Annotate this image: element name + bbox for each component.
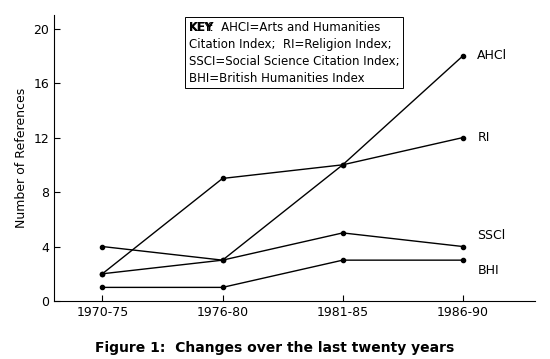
Text: KEY: KEY bbox=[189, 21, 214, 34]
Text: Figure 1:  Changes over the last twenty years: Figure 1: Changes over the last twenty y… bbox=[95, 341, 455, 355]
Text: KEY:  AHCI=Arts and Humanities
Citation Index;  RI=Religion Index;
SSCI=Social S: KEY: AHCI=Arts and Humanities Citation I… bbox=[189, 21, 399, 85]
Y-axis label: Number of References: Number of References bbox=[15, 88, 28, 228]
Text: SSCl: SSCl bbox=[477, 229, 505, 242]
Text: RI: RI bbox=[477, 131, 490, 144]
Text: BHI: BHI bbox=[477, 264, 499, 277]
Text: AHCl: AHCl bbox=[477, 49, 508, 62]
